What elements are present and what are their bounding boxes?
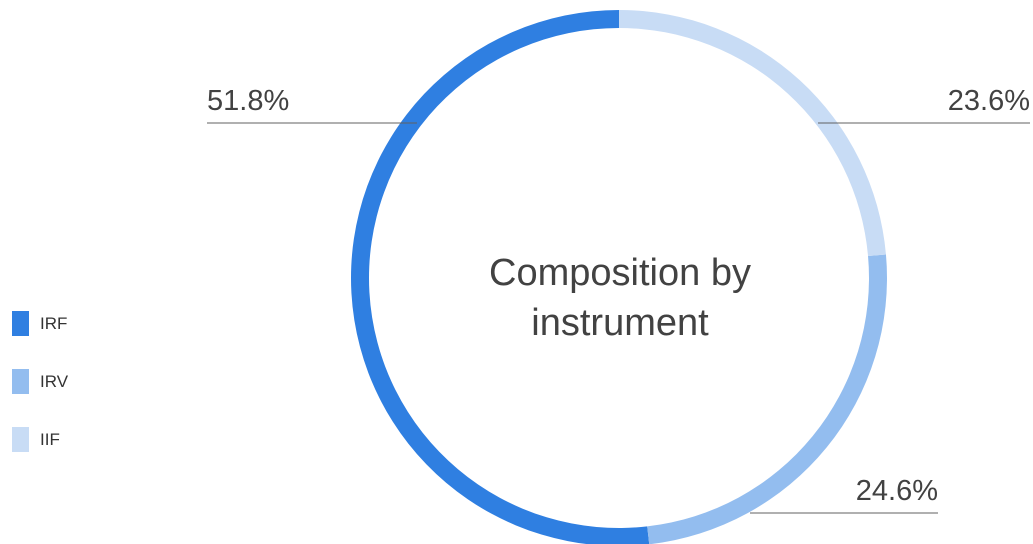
legend: IRF IRV IIF (12, 311, 69, 452)
slice-label-iif: 23.6% (948, 85, 1030, 117)
slice-label-irv: 24.6% (856, 475, 938, 507)
legend-swatch-iif (12, 427, 29, 452)
slice-iif (619, 10, 886, 257)
legend-swatch-irv (12, 369, 29, 394)
legend-label-iif: IIF (40, 430, 60, 449)
legend-label-irf: IRF (40, 314, 67, 333)
slice-labels: 51.8% 24.6% 23.6% (207, 85, 1030, 507)
legend-swatch-irf (12, 311, 29, 336)
legend-label-irv: IRV (40, 372, 69, 391)
chart-title-line-1: Composition by (489, 252, 751, 294)
chart-title-line-2: instrument (531, 302, 709, 344)
leader-lines (207, 122, 1030, 514)
donut-slices (351, 10, 887, 544)
slice-irv (647, 254, 887, 544)
slice-label-irf: 51.8% (207, 85, 289, 117)
